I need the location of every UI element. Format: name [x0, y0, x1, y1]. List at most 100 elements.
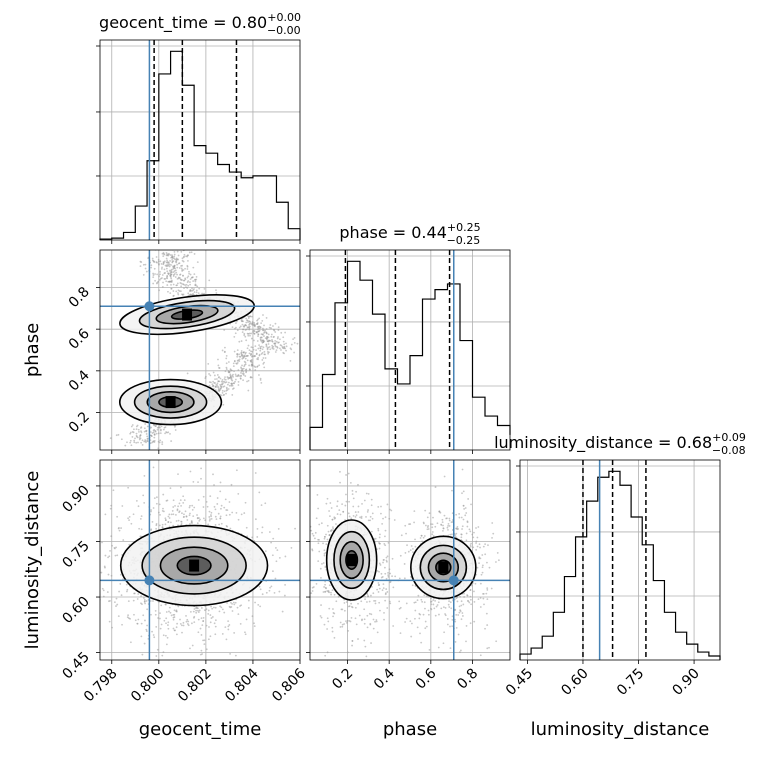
sample-point [137, 618, 140, 621]
sample-point [195, 289, 198, 292]
sample-point [242, 374, 245, 376]
sample-point [351, 644, 353, 647]
sample-point [208, 626, 210, 628]
title-geocent_time: geocent_time = 0.80+0.00 −0.00 [99, 11, 301, 37]
sample-point [224, 370, 227, 373]
sample-point [260, 336, 263, 339]
sample-point [284, 583, 286, 586]
sample-point [127, 600, 130, 603]
sample-point [311, 532, 314, 535]
density-peak-0 [346, 554, 357, 566]
sample-point [177, 254, 180, 257]
sample-point [368, 612, 371, 615]
title-sup-luminosity_distance: +0.09 [712, 431, 746, 444]
sample-point [152, 274, 155, 277]
sample-point [256, 322, 259, 324]
sample-point [117, 527, 120, 530]
sample-point [283, 346, 286, 349]
sample-point [217, 388, 220, 390]
sample-point [443, 475, 446, 478]
sample-point [194, 284, 197, 287]
sample-point [175, 633, 178, 636]
sample-point [387, 541, 390, 544]
sample-point [145, 433, 148, 435]
sample-point [238, 353, 241, 356]
sample-point [432, 603, 435, 606]
sample-point [156, 426, 159, 429]
sample-point [225, 381, 228, 384]
sample-point [211, 616, 214, 618]
sample-point [235, 512, 238, 514]
sample-point [355, 623, 358, 626]
sample-point [247, 317, 250, 320]
ylabel-luminosity_distance: luminosity_distance [22, 471, 43, 650]
sample-point [170, 283, 172, 286]
sample-point [159, 612, 161, 615]
sample-point [171, 510, 174, 512]
title-sup-phase: +0.25 [447, 221, 481, 234]
pair-02-frame [99, 459, 301, 661]
sample-point [325, 543, 328, 546]
sample-point [274, 344, 277, 347]
sample-point [189, 610, 192, 613]
sample-point [143, 642, 146, 645]
sample-point [343, 609, 346, 612]
sample-point [252, 348, 255, 351]
sample-point [363, 671, 365, 673]
sample-point [189, 470, 192, 473]
sample-point [431, 526, 434, 529]
sample-point [469, 588, 472, 591]
sample-point [461, 615, 464, 617]
sample-point [333, 516, 336, 519]
sample-point [174, 260, 177, 263]
sample-point [341, 625, 344, 628]
sample-point [200, 477, 202, 480]
sample-point [225, 638, 228, 641]
sample-point [369, 515, 372, 518]
sample-point [405, 602, 408, 605]
sample-point [310, 592, 313, 595]
sample-point [294, 527, 296, 530]
sample-point [462, 504, 465, 507]
sample-point [278, 590, 281, 593]
sample-point [198, 520, 201, 522]
sample-point [197, 481, 199, 484]
sample-point [249, 354, 252, 357]
xtick-label-geocent_time-3: 0.804 [222, 665, 262, 705]
sample-point [260, 353, 263, 355]
sample-point [376, 631, 379, 634]
sample-point [366, 626, 369, 629]
sample-point [214, 606, 217, 609]
sample-point [477, 598, 480, 600]
sample-point [167, 261, 170, 264]
sample-point [410, 635, 413, 638]
sample-point [333, 517, 336, 520]
sample-point [419, 632, 421, 635]
sample-point [186, 519, 189, 521]
sample-point [225, 514, 228, 517]
sample-point [355, 514, 358, 517]
sample-point [454, 620, 457, 623]
sample-point [281, 610, 284, 613]
sample-point [152, 276, 155, 279]
sample-point [144, 267, 147, 270]
sample-point [150, 264, 153, 267]
sample-point [366, 511, 369, 513]
scatter-panel-geocent_time-phase [96, 249, 301, 454]
sample-point [161, 285, 164, 288]
sample-point [173, 264, 176, 267]
sample-point [155, 655, 158, 657]
sample-point [325, 533, 327, 536]
sample-point [484, 543, 487, 545]
sample-point [301, 604, 303, 606]
sample-point [460, 600, 463, 603]
sample-point [132, 513, 135, 516]
sample-point [317, 542, 320, 545]
sample-point [138, 431, 140, 433]
sample-point [86, 535, 88, 537]
sample-point [330, 593, 332, 596]
sample-point [235, 469, 238, 472]
sample-point [172, 275, 175, 277]
sample-point [163, 619, 166, 622]
sample-point [247, 607, 250, 609]
